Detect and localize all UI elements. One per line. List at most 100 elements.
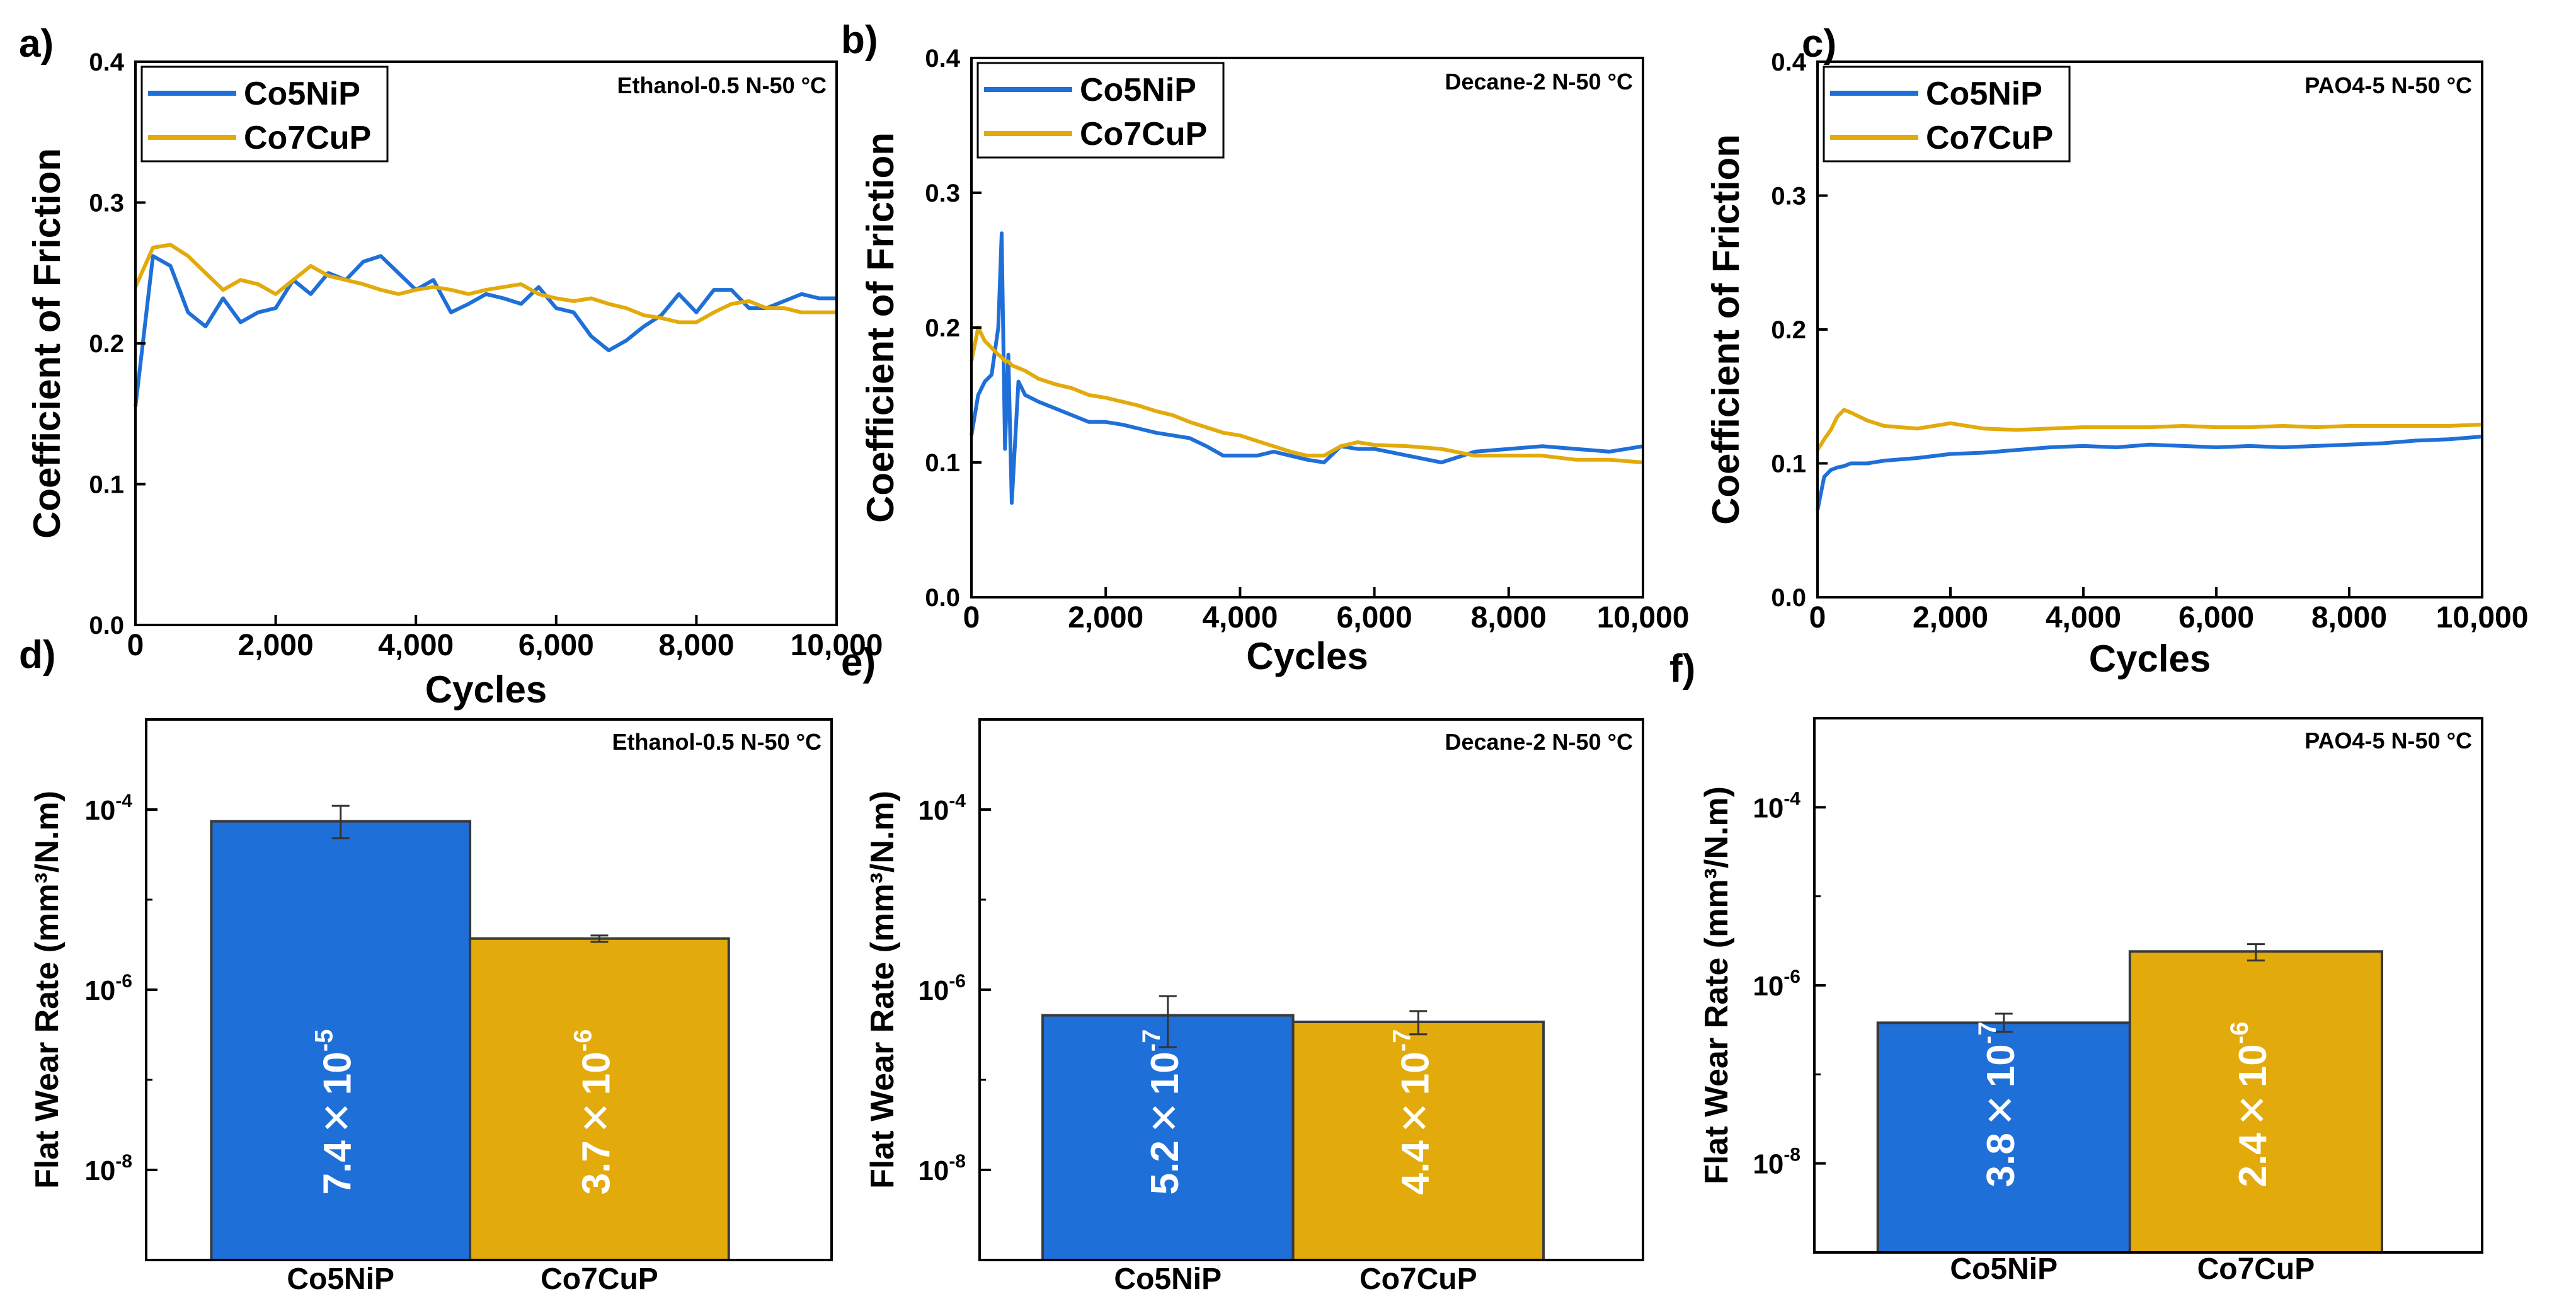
bar-data-label: 7.4 ✕ 10-5 <box>310 1029 360 1195</box>
x-tick-label: 8,000 <box>658 629 734 662</box>
tick-exponent: -4 <box>949 791 966 811</box>
series-line-co5nip <box>134 254 837 407</box>
label-base: 10 <box>1394 1051 1438 1095</box>
x-tick-label: 2,000 <box>1913 601 1988 634</box>
y-tick-label: 0.3 <box>89 190 124 217</box>
condition-title: Decane-2 N-50 °C <box>1445 729 1633 755</box>
series-line-co7cup <box>970 326 1644 464</box>
label-exponent: -7 <box>1388 1029 1416 1052</box>
bar-data-label: 5.2 ✕ 10-7 <box>1137 1029 1187 1195</box>
label-times: ✕ <box>575 1101 619 1134</box>
label-base: 10 <box>2231 1044 2275 1087</box>
x-tick-label: 4,000 <box>378 629 454 662</box>
bar-data-label: 4.4 ✕ 10-7 <box>1388 1029 1438 1195</box>
y-tick-label: 0.2 <box>89 330 124 358</box>
series-line-co5nip <box>970 231 1644 505</box>
y-tick-label: 0.4 <box>1771 49 1806 76</box>
label-mantissa: 2.4 <box>2231 1133 2275 1188</box>
condition-title-unit: °C <box>2447 728 2472 753</box>
x-tick-label: 0 <box>963 601 980 634</box>
y-tick-label: 0.1 <box>925 449 960 477</box>
chart-panel-a: a) 0.0 0.1 0.2 0.3 0.4 0 2,000 4,000 6,000 8,000 10… <box>19 22 883 711</box>
legend-box <box>140 66 389 163</box>
chart-panel-d: d)7.4✕10-5Co5NiP3.7✕10-6Co7CuP10-410-610… <box>19 633 833 1296</box>
y-axis-label: Coefficient of Friction <box>26 148 68 539</box>
condition-title-text: Ethanol-0.5 N-50 <box>612 729 796 755</box>
x-tick-label: 6,000 <box>518 629 594 662</box>
condition-title: PAO4-5 N-50 °C <box>2304 72 2472 98</box>
x-axis-label: Cycles <box>2089 638 2211 680</box>
label-exponent: -7 <box>1973 1022 2001 1045</box>
tick-base: 10 <box>918 795 949 826</box>
panel-label: b) <box>841 18 878 62</box>
y-tick-label: 0.1 <box>89 471 124 499</box>
category-label: Co5NiP <box>287 1263 394 1296</box>
bar-co5nip <box>210 820 472 1261</box>
bar-co7cup <box>2128 950 2384 1254</box>
y-axis-label: Coefficient of Friction <box>859 132 902 523</box>
bar-co5nip <box>1041 1014 1295 1262</box>
chart-panel-b: b) 0.0 0.1 0.2 0.3 0.4 0 2,000 4,000 6,000 8,000 10… <box>841 18 1689 677</box>
chart-panel-c: c) 0.0 0.1 0.2 0.3 0.4 0 2,000 4,000 6,000 8,000 10… <box>1705 22 2528 680</box>
label-mantissa: 7.4 <box>316 1140 360 1195</box>
x-tick-label: 10,000 <box>2436 601 2529 634</box>
bar-co7cup <box>469 937 730 1262</box>
tick-base: 10 <box>1753 793 1783 823</box>
legend-label: Co7CuP <box>244 120 371 156</box>
panel-label: f) <box>1669 647 1695 690</box>
chart-panel-f: f)3.8✕10-7Co5NiP2.4✕10-6Co7CuP10-410-610… <box>1669 647 2483 1286</box>
x-tick-label: 6,000 <box>2178 601 2254 634</box>
legend-label: Co7CuP <box>1926 120 2053 156</box>
y-tick-label: 10-8 <box>84 1151 132 1186</box>
x-tick-label: 2,000 <box>238 629 314 662</box>
category-label: Co5NiP <box>1950 1252 2058 1286</box>
y-tick-label: 0.4 <box>925 45 960 72</box>
panel-label: c) <box>1802 22 1836 66</box>
label-exponent: -6 <box>2225 1022 2253 1045</box>
tick-base: 10 <box>84 795 115 826</box>
legend-label: Co5NiP <box>244 76 360 112</box>
label-exponent: -5 <box>310 1029 338 1052</box>
y-tick-label: 0.0 <box>89 612 124 639</box>
tick-exponent: -8 <box>1783 1145 1800 1166</box>
condition-title: Ethanol-0.5 N-50 °C <box>612 729 821 755</box>
y-tick-label: 0.1 <box>1771 450 1806 478</box>
tick-exponent: -8 <box>949 1151 966 1172</box>
label-times: ✕ <box>316 1101 360 1134</box>
legend-label: Co7CuP <box>1080 116 1207 152</box>
panel-label: d) <box>19 633 56 677</box>
condition-title: Decane-2 N-50 °C <box>1445 69 1633 95</box>
y-tick-label: 10-4 <box>84 791 132 826</box>
tick-exponent: -4 <box>1783 788 1800 809</box>
y-tick-label: 10-6 <box>918 971 966 1006</box>
condition-title-unit: °C <box>1608 729 1633 755</box>
series-line-co5nip <box>1816 435 2483 511</box>
tick-exponent: -6 <box>1783 966 1800 987</box>
condition-title-text: Ethanol-0.5 N-50 <box>617 72 801 98</box>
y-tick-label: 10-8 <box>918 1151 966 1186</box>
tick-exponent: -8 <box>115 1151 132 1172</box>
legend-box <box>1823 66 2071 163</box>
label-base: 10 <box>1143 1051 1187 1095</box>
label-base: 10 <box>1979 1044 2023 1087</box>
bar-data-label: 3.8 ✕ 10-7 <box>1973 1022 2023 1188</box>
x-tick-label: 2,000 <box>1068 601 1143 634</box>
y-tick-label: 0.3 <box>925 180 960 207</box>
y-tick-label: 10-6 <box>84 971 132 1006</box>
y-axis-label: Coefficient of Friction <box>1705 134 1747 525</box>
x-tick-label: 0 <box>127 629 144 662</box>
tick-base: 10 <box>84 975 115 1006</box>
y-tick-label: 0.2 <box>1771 316 1806 344</box>
x-tick-label: 10,000 <box>1597 601 1690 634</box>
tick-base: 10 <box>918 975 949 1006</box>
legend-box <box>976 62 1225 159</box>
x-tick-label: 4,000 <box>1202 601 1278 634</box>
label-times: ✕ <box>2231 1094 2275 1126</box>
condition-title-unit: °C <box>2447 72 2472 98</box>
y-tick-label: 0.2 <box>925 314 960 342</box>
tick-base: 10 <box>84 1155 115 1186</box>
condition-title-text: Decane-2 N-50 <box>1445 69 1607 95</box>
condition-title-unit: °C <box>801 72 827 98</box>
y-tick-label: 10-8 <box>1753 1145 1800 1180</box>
tick-base: 10 <box>1753 971 1783 1002</box>
